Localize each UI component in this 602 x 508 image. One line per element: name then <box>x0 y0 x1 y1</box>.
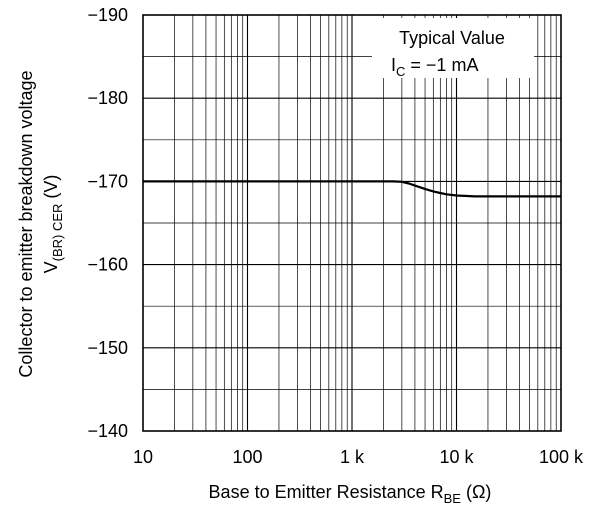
grid <box>143 15 561 431</box>
y-axis-title-line-2: V(BR) CER (V) <box>41 175 65 274</box>
y-axis-title-line-1: Collector to emitter breakdown voltage <box>16 70 36 377</box>
x-axis-title: Base to Emitter Resistance RBE (Ω) <box>209 482 492 506</box>
annotation-line-2: IC = −1 mA <box>391 55 478 79</box>
tick-labels: 10 100 1 k 10 k 100 k −190 −180 −170 −160 −150 −14… <box>87 5 584 467</box>
y-tick-label: −170 <box>87 171 128 191</box>
y-tick-label: −140 <box>87 421 128 441</box>
y-tick-label: −150 <box>87 338 128 358</box>
annotation-background <box>372 18 534 78</box>
y-tick-label: −190 <box>87 5 128 25</box>
y-tick-label: −160 <box>87 255 128 275</box>
breakdown-voltage-curve <box>143 180 561 198</box>
annotation: Typical Value IC = −1 mA <box>372 18 534 79</box>
x-tick-label: 100 <box>232 447 262 467</box>
series <box>143 180 561 198</box>
x-tick-label: 10 <box>133 447 153 467</box>
annotation-line-1: Typical Value <box>399 28 505 48</box>
plot-frame <box>142 14 562 432</box>
x-tick-label: 10 k <box>439 447 474 467</box>
x-tick-label: 1 k <box>340 447 365 467</box>
y-tick-label: −180 <box>87 88 128 108</box>
y-axis-title: Collector to emitter breakdown voltage V… <box>16 70 65 377</box>
x-tick-label: 100 k <box>539 447 584 467</box>
